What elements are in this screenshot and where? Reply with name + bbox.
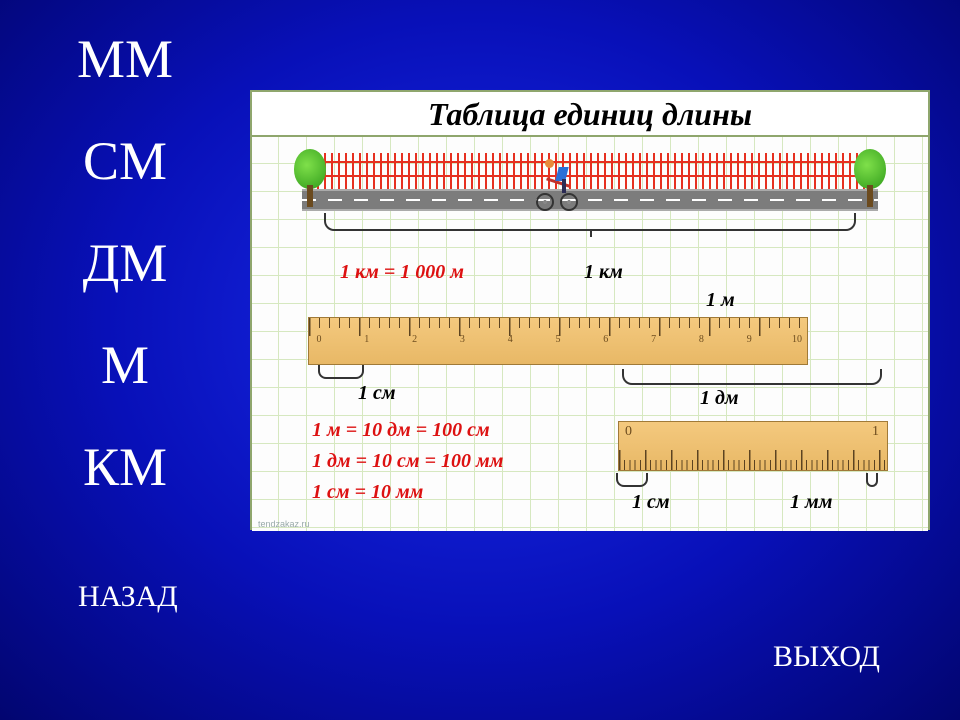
equations-list: 1 м = 10 дм = 100 см 1 дм = 10 см = 100 …: [312, 415, 503, 508]
ruler-big-numbers: 0 1 2 3 4 5 6 7 8 9 10: [309, 334, 807, 350]
length-units-chart: Таблица единиц длины 1 км = 1 00: [250, 90, 930, 530]
equation-2: 1 дм = 10 см = 100 мм: [312, 446, 503, 477]
tree-left-icon: [290, 149, 330, 209]
label-1km: 1 км: [584, 261, 623, 284]
fence-icon: [310, 153, 870, 189]
unit-cm[interactable]: СМ: [0, 130, 250, 192]
label-small-1cm: 1 см: [632, 491, 670, 514]
brace-small-mm-icon: [866, 473, 878, 487]
ruler-small: 0 1: [618, 421, 888, 471]
label-small-1mm: 1 мм: [790, 491, 832, 514]
back-button[interactable]: НАЗАД: [78, 580, 178, 614]
equation-3: 1 см = 10 мм: [312, 477, 503, 508]
exit-button[interactable]: ВЫХОД: [773, 640, 880, 674]
watermark: tendzakaz.ru: [258, 519, 310, 529]
road-scene: [272, 153, 908, 237]
ruler-small-one: 1: [872, 424, 879, 440]
chart-title: Таблица единиц длины: [252, 92, 928, 137]
brace-cm-icon: [318, 365, 364, 379]
ruler-big: 0 1 2 3 4 5 6 7 8 9 10: [308, 317, 808, 365]
unit-sidebar: ММ СМ ДМ М КМ: [0, 0, 250, 538]
unit-dm[interactable]: ДМ: [0, 232, 250, 294]
brace-dm-icon: [622, 369, 882, 385]
tree-right-icon: [850, 149, 890, 209]
chart-body: 1 км = 1 000 м 1 км 1 м 0 1 2 3 4 5 6 7 …: [252, 137, 928, 531]
unit-mm[interactable]: ММ: [0, 28, 250, 90]
unit-m[interactable]: М: [0, 334, 250, 396]
unit-km[interactable]: КМ: [0, 436, 250, 498]
road-icon: [302, 189, 878, 211]
equation-1: 1 м = 10 дм = 100 см: [312, 415, 503, 446]
brace-km-icon: [324, 213, 856, 231]
label-1dm: 1 дм: [700, 387, 739, 410]
label-km-equation: 1 км = 1 000 м: [340, 261, 464, 284]
brace-small-cm-icon: [616, 473, 648, 487]
cyclist-icon: [532, 161, 584, 211]
ruler-small-zero: 0: [625, 424, 632, 440]
label-1cm: 1 см: [358, 382, 396, 405]
label-1m: 1 м: [706, 289, 735, 312]
